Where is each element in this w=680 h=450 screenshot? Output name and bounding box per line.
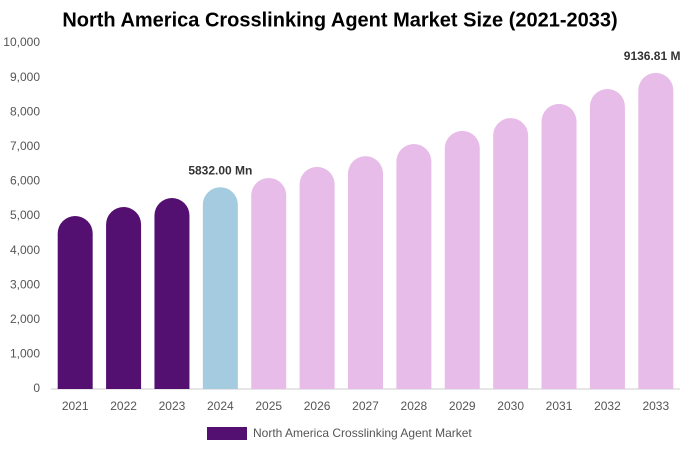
- bar: [541, 103, 577, 389]
- bar: [299, 166, 335, 389]
- bar: [589, 89, 625, 389]
- data-label: 9136.81 Mn: [624, 49, 680, 63]
- bar: [493, 118, 529, 390]
- y-tick-label: 1,000: [10, 347, 40, 361]
- y-tick-label: 0: [33, 381, 40, 395]
- x-tick-label: 2023: [159, 399, 186, 413]
- x-tick-label: 2033: [642, 399, 669, 413]
- x-tick-label: 2030: [497, 399, 524, 413]
- x-tick-label: 2024: [207, 399, 234, 413]
- x-tick-label: 2022: [110, 399, 137, 413]
- bar: [638, 72, 674, 390]
- x-tick-label: 2031: [546, 399, 573, 413]
- y-tick-label: 6,000: [10, 174, 40, 188]
- y-tick-label: 9,000: [10, 70, 40, 84]
- y-tick-label: 5,000: [10, 208, 40, 222]
- bar: [202, 187, 238, 389]
- bar: [396, 144, 432, 389]
- bar: [154, 198, 190, 389]
- legend-label: North America Crosslinking Agent Market: [253, 426, 472, 440]
- y-tick-label: 3,000: [10, 277, 40, 291]
- bar: [444, 130, 480, 389]
- y-tick-label: 7,000: [10, 139, 40, 153]
- y-tick-label: 8,000: [10, 104, 40, 118]
- x-tick-label: 2027: [352, 399, 379, 413]
- legend-swatch: [207, 427, 247, 440]
- bar: [348, 156, 383, 389]
- y-tick-label: 2,000: [10, 312, 40, 326]
- y-tick-label: 4,000: [10, 243, 40, 257]
- x-tick-label: 2032: [594, 399, 621, 413]
- chart-title: North America Crosslinking Agent Market …: [62, 9, 617, 31]
- x-tick-label: 2029: [449, 399, 476, 413]
- x-tick-label: 2025: [255, 399, 282, 413]
- bar: [251, 177, 287, 389]
- bar: [106, 207, 142, 389]
- x-tick-label: 2026: [304, 399, 331, 413]
- data-label: 5832.00 Mn: [188, 163, 252, 177]
- x-tick-label: 2028: [401, 399, 428, 413]
- x-tick-label: 2021: [62, 399, 89, 413]
- y-tick-label: 10,000: [3, 35, 40, 49]
- bar: [57, 216, 93, 389]
